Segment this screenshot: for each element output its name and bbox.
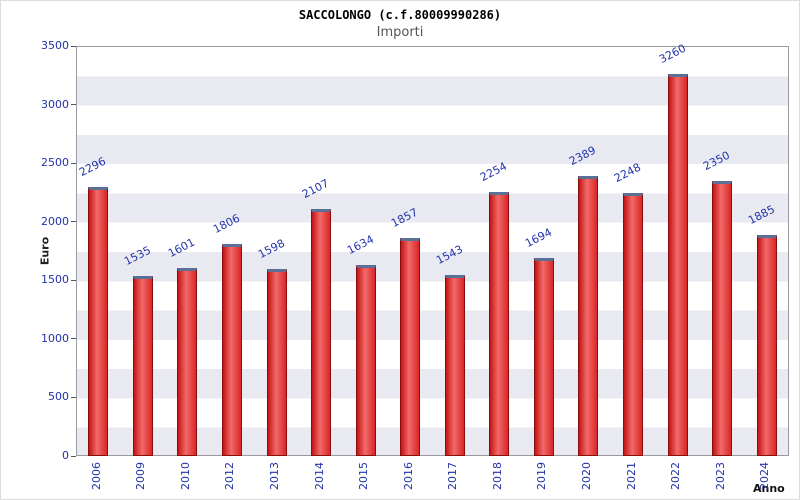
bar (756, 235, 777, 456)
bar (623, 192, 644, 456)
bar (311, 209, 332, 456)
y-tick-mark (71, 221, 76, 223)
y-tick-label: 3000 (41, 97, 69, 111)
y-tick-mark (71, 279, 76, 281)
bar (132, 276, 153, 456)
bar (712, 180, 733, 456)
y-tick-mark (71, 455, 76, 457)
y-tick-label: 2500 (41, 156, 69, 170)
bar (444, 275, 465, 456)
bar (177, 268, 198, 456)
y-axis-title: Euro (38, 236, 52, 266)
x-tick-label: 2020 (579, 462, 593, 490)
bar (667, 74, 688, 456)
x-tick-label: 2014 (312, 462, 326, 490)
bar (88, 187, 109, 456)
bar (578, 176, 599, 456)
y-tick-label: 2000 (41, 214, 69, 228)
x-tick-label: 2006 (89, 462, 103, 490)
y-tick-label: 1500 (41, 273, 69, 287)
bar (533, 257, 554, 456)
x-tick-label: 2021 (624, 462, 638, 490)
y-tick-mark (71, 104, 76, 106)
x-tick-label: 2016 (401, 462, 415, 490)
x-tick-label: 2018 (490, 462, 504, 490)
x-tick-label: 2012 (223, 462, 237, 490)
x-tick-label: 2009 (134, 462, 148, 490)
x-tick-label: 2017 (446, 462, 460, 490)
chart-subtitle: Importi (376, 25, 424, 40)
chart-title: SACCOLONGO (c.f.80009990286) (298, 8, 502, 22)
y-tick-label: 0 (62, 449, 69, 462)
y-tick-mark (71, 45, 76, 47)
y-tick-label: 1000 (41, 331, 69, 345)
x-tick-label: 2013 (268, 462, 282, 490)
x-tick-label: 2019 (535, 462, 549, 490)
y-tick-label: 500 (48, 390, 69, 404)
bar (400, 238, 421, 456)
y-tick-label: 3500 (41, 39, 69, 52)
x-tick-label: 2010 (178, 462, 192, 490)
x-axis-title: Anno (753, 482, 785, 495)
y-tick-mark (71, 162, 76, 164)
x-tick-label: 2024 (758, 462, 772, 490)
x-tick-label: 2015 (357, 462, 371, 490)
y-tick-mark (71, 396, 76, 398)
bar (266, 268, 287, 456)
x-tick-label: 2023 (713, 462, 727, 490)
bar (355, 264, 376, 456)
y-tick-mark (71, 338, 76, 340)
x-tick-label: 2022 (669, 462, 683, 490)
bar (489, 191, 510, 456)
bar (221, 244, 242, 456)
